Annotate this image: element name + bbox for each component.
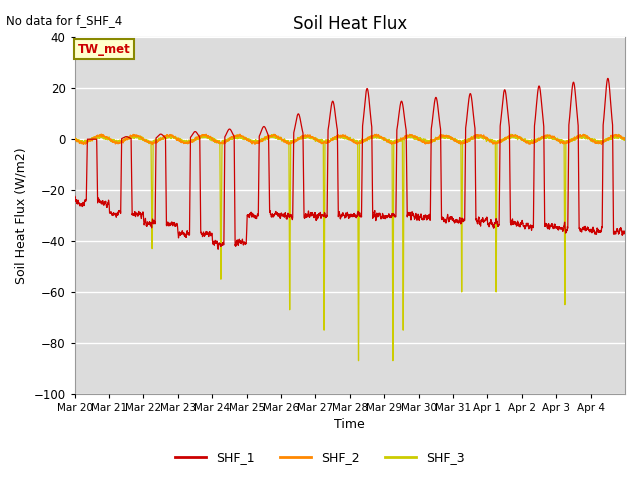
Text: TW_met: TW_met [77,43,130,56]
Legend: SHF_1, SHF_2, SHF_3: SHF_1, SHF_2, SHF_3 [170,446,470,469]
Y-axis label: Soil Heat Flux (W/m2): Soil Heat Flux (W/m2) [15,147,28,284]
Text: No data for f_SHF_4: No data for f_SHF_4 [6,14,123,27]
X-axis label: Time: Time [335,419,365,432]
Title: Soil Heat Flux: Soil Heat Flux [292,15,407,33]
